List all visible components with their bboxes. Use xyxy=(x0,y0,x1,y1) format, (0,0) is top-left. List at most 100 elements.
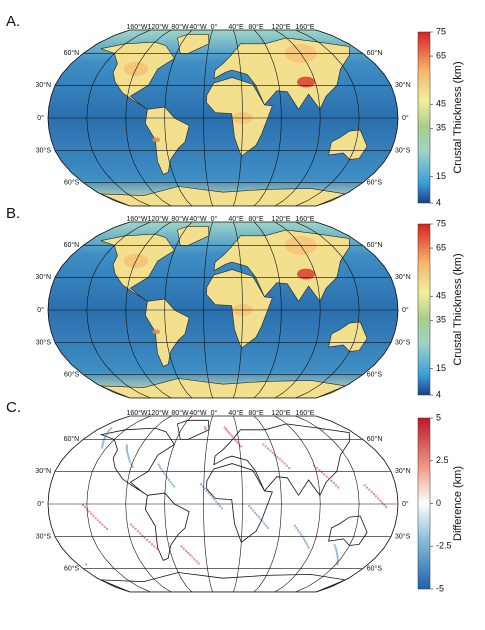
diff-speck xyxy=(139,532,142,535)
thick-crust xyxy=(296,76,315,88)
colorbar xyxy=(417,223,431,396)
lon-label: 40°E xyxy=(228,215,244,223)
diff-speck xyxy=(155,547,158,550)
lat-label: 30°S xyxy=(395,339,411,347)
lon-label: 160°W xyxy=(126,215,147,223)
lat-label: 0° xyxy=(37,306,44,314)
diff-speck xyxy=(375,495,378,498)
lat-label: 30°S xyxy=(395,533,411,541)
diff-speck xyxy=(231,435,234,438)
diff-speck xyxy=(283,462,286,465)
diff-speck xyxy=(366,486,369,489)
continent xyxy=(328,515,368,546)
diff-speck xyxy=(187,551,190,554)
diff-speck xyxy=(302,537,305,540)
diff-speck xyxy=(373,493,376,496)
colorbar-tick-label: 15 xyxy=(436,171,446,181)
lat-label: 60°S xyxy=(64,564,80,572)
diff-speck xyxy=(335,550,338,553)
diff-speck xyxy=(129,461,132,464)
diff-speck xyxy=(203,487,206,490)
diff-speck xyxy=(336,559,339,562)
diff-speck xyxy=(318,469,321,472)
diff-speck xyxy=(328,477,331,480)
thick-crust xyxy=(152,137,161,143)
colorbar-tick-label: 75 xyxy=(436,218,446,228)
continent xyxy=(328,321,368,352)
colorbar xyxy=(417,417,431,590)
continent xyxy=(99,427,175,496)
land xyxy=(100,226,368,398)
diff-speck xyxy=(336,555,339,558)
diff-speck xyxy=(203,426,206,429)
lat-label: 30°S xyxy=(395,147,411,155)
diff-speck xyxy=(248,505,251,508)
diff-speck xyxy=(204,428,207,431)
lat-label: 0° xyxy=(402,114,409,122)
diff-speck xyxy=(304,540,307,543)
diff-speck xyxy=(334,546,337,549)
diff-speck xyxy=(322,428,325,431)
diff-speck xyxy=(281,460,284,463)
continent xyxy=(213,423,350,497)
diff-speck xyxy=(333,544,336,547)
lat-label: 30°N xyxy=(395,273,411,281)
diff-speck xyxy=(164,474,167,477)
lon-label: 80°E xyxy=(248,215,264,223)
diff-speck xyxy=(298,531,301,534)
colorbar-tick-label: 45 xyxy=(436,99,446,109)
map-outline xyxy=(47,415,399,593)
diff-speck xyxy=(182,547,185,550)
lon-label: 80°W xyxy=(171,409,189,417)
lat-label: 60°N xyxy=(367,241,383,249)
diff-speck xyxy=(323,473,326,476)
diff-speck xyxy=(173,485,176,488)
lon-label: 80°W xyxy=(171,23,189,31)
diff-speck xyxy=(278,458,281,461)
diff-speck xyxy=(257,516,260,519)
diff-speck xyxy=(255,513,258,516)
diff-speck xyxy=(363,484,366,487)
lat-label: 0° xyxy=(37,500,44,508)
diff-speck xyxy=(209,494,212,497)
lat-label: 60°S xyxy=(64,178,80,186)
lon-label: 80°E xyxy=(248,23,264,31)
lon-label: 120°W xyxy=(147,23,168,31)
diff-speck xyxy=(240,445,243,448)
diff-speck xyxy=(335,548,338,551)
lat-label: 60°N xyxy=(64,241,80,249)
diff-speck xyxy=(381,501,384,504)
thick-crust xyxy=(152,329,161,335)
diff-speck xyxy=(201,485,204,488)
diff-speck xyxy=(288,466,291,469)
colorbar-tick-label: -5 xyxy=(436,583,444,593)
diff-speck xyxy=(85,563,88,566)
diff-speck xyxy=(106,528,109,531)
diff-speck xyxy=(130,523,133,526)
diff-speck xyxy=(325,475,328,478)
diff-speck xyxy=(269,449,272,452)
colorbar-tick-label: 35 xyxy=(436,123,446,133)
lat-label: 0° xyxy=(37,114,44,122)
lon-label: 160°E xyxy=(295,23,314,31)
lon-label: 0° xyxy=(211,409,218,417)
diff-speck xyxy=(318,427,321,430)
diff-speck xyxy=(103,525,106,528)
diff-speck xyxy=(84,506,87,509)
lon-label: 40°W xyxy=(189,215,207,223)
colorbar xyxy=(417,31,431,204)
diff-speck xyxy=(94,517,97,520)
map-outline xyxy=(47,221,399,399)
colorbar-tick-label: 4 xyxy=(436,197,441,207)
colorbar-tick-label: 35 xyxy=(436,315,446,325)
diff-speck xyxy=(337,486,340,489)
diff-speck xyxy=(213,498,216,501)
diff-speck xyxy=(261,520,264,523)
diff-speck xyxy=(130,463,133,466)
lon-label: 80°W xyxy=(171,215,189,223)
panel-label: A. xyxy=(6,13,20,30)
diff-speck xyxy=(163,472,166,475)
continent xyxy=(100,378,347,398)
continent xyxy=(100,186,347,206)
diff-speck xyxy=(263,522,266,525)
